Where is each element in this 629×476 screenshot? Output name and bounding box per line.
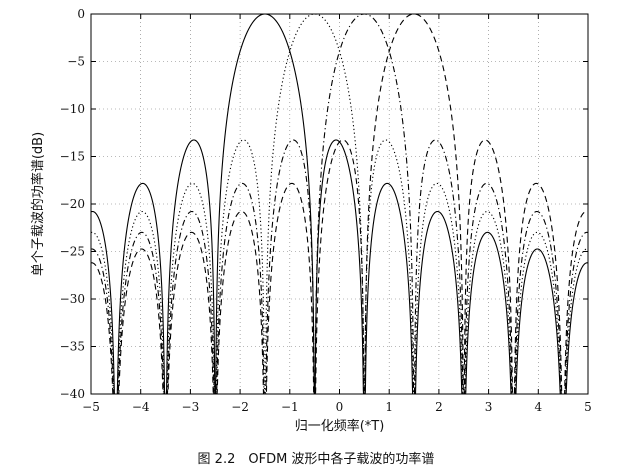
y-tick-label: −20: [60, 197, 85, 211]
x-axis-label: 归一化频率(*T): [295, 418, 385, 434]
x-tick-label: −3: [182, 400, 200, 414]
x-tick-label: −2: [231, 400, 249, 414]
series-line-4: [90, 13, 589, 395]
figure-caption: 图 2.2 OFDM 波形中各子载波的功率谱: [198, 451, 435, 467]
y-tick-label: −25: [60, 245, 85, 259]
series-group: [90, 13, 589, 395]
x-tick-label: 0: [336, 400, 344, 414]
y-tick-label: −15: [60, 150, 85, 164]
x-tick-label: −5: [82, 400, 100, 414]
series-line-3: [90, 13, 589, 395]
y-axis-label: 单个子载波的功率谱(dB): [30, 132, 46, 276]
x-tick-label: 5: [584, 400, 592, 414]
y-tick-label: −40: [60, 387, 85, 401]
x-tick-label: 1: [385, 400, 393, 414]
ticks: −5 −4 −3 −2 −1 0 1 2 3 4 50−5−10−15−20−25−30−35−40: [60, 7, 592, 414]
y-tick-label: −30: [60, 292, 85, 306]
y-tick-label: −35: [60, 340, 85, 354]
y-tick-label: −10: [60, 102, 85, 116]
y-tick-label: −5: [67, 55, 85, 69]
x-tick-label: 2: [435, 400, 443, 414]
x-tick-label: −4: [132, 400, 150, 414]
x-tick-label: −1: [281, 400, 299, 414]
y-tick-label: 0: [77, 7, 85, 21]
x-tick-label: 4: [534, 400, 542, 414]
grid: [90, 13, 589, 395]
x-tick-label: 3: [485, 400, 493, 414]
